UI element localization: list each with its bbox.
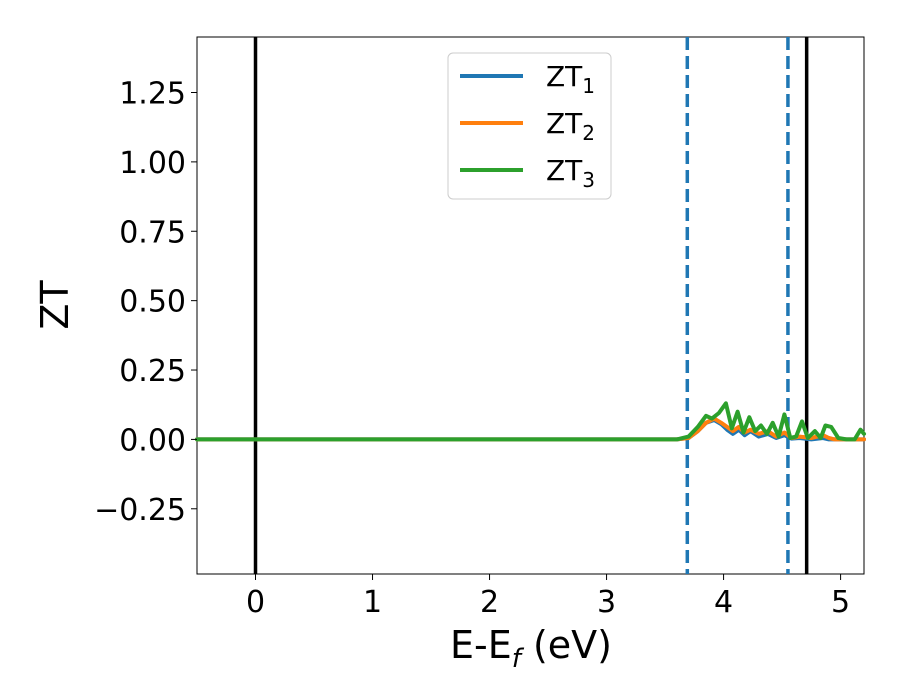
ticks-layer: 0 1 2 3 4 5 −0.25 0.00 0.25 0.50 0.75 1.00 1.25 (94, 77, 850, 620)
legend-zt3-sub: 3 (582, 168, 595, 192)
legend-zt1-base: ZT (546, 60, 583, 93)
x-axis-label-base: E-E (450, 623, 512, 667)
y-tick-label: 0.00 (119, 423, 186, 458)
legend: ZT1 ZT2 ZT3 (447, 52, 612, 200)
y-tick-label: 0.25 (119, 354, 186, 389)
y-tick-label: 1.00 (119, 146, 186, 181)
legend-zt3-base: ZT (546, 154, 583, 187)
x-tick-label: 1 (363, 585, 382, 620)
series-line-zt2 (195, 416, 866, 442)
legend-label-zt2: ZT2 (546, 107, 595, 145)
legend-box (447, 52, 612, 200)
y-axis-label: ZT (33, 280, 77, 330)
legend-label-zt3: ZT3 (546, 154, 595, 192)
legend-zt1-sub: 1 (582, 74, 595, 98)
x-tick-label: 0 (246, 585, 265, 620)
legend-zt2-base: ZT (546, 107, 583, 140)
x-tick-label: 2 (480, 585, 499, 620)
y-tick-label: 0.50 (119, 285, 186, 320)
series-line-zt3 (195, 401, 866, 442)
y-tick-label: 0.75 (119, 215, 186, 250)
y-tick-label: −0.25 (94, 493, 186, 528)
x-tick-label: 3 (597, 585, 616, 620)
x-tick-label: 4 (714, 585, 733, 620)
legend-label-zt1: ZT1 (546, 60, 595, 98)
y-tick-label: 1.25 (119, 77, 186, 112)
x-tick-label: 5 (831, 585, 850, 620)
x-axis-label: E-Ef (eV) (450, 623, 612, 674)
x-axis-label-suffix: (eV) (521, 623, 612, 667)
lines-layer (195, 37, 866, 574)
legend-zt2-sub: 2 (582, 121, 595, 145)
